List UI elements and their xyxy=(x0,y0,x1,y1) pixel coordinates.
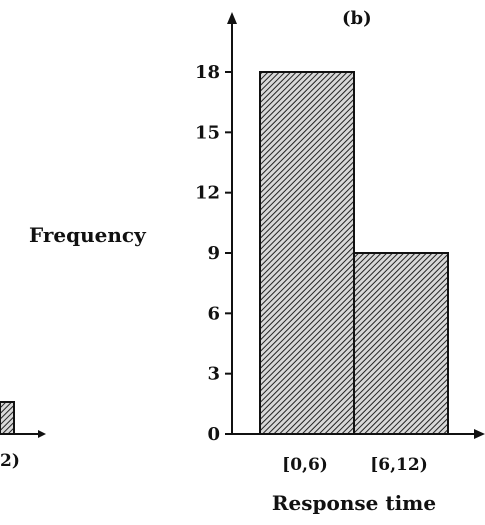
bars xyxy=(259,71,449,435)
y-tick-label: 6 xyxy=(207,303,220,324)
y-tick-label: 9 xyxy=(207,243,220,264)
x-axis-arrow xyxy=(474,429,485,439)
y-tick-label: 0 xyxy=(207,424,220,445)
x-category-label: [6,12) xyxy=(370,455,428,475)
panel-label: (b) xyxy=(342,8,372,29)
x-category-label: [0,6) xyxy=(282,455,328,475)
x-axis-title: Response time xyxy=(272,491,436,515)
bar xyxy=(353,252,449,435)
partial-category-label: 2) xyxy=(0,451,20,471)
partial-bar xyxy=(0,401,15,435)
bar xyxy=(259,71,355,435)
x-category-labels: [0,6) [6,12) xyxy=(282,455,428,475)
panel-b: (b) Frequency Response time 0 3 6 9 12 15 18 [… xyxy=(29,8,485,515)
y-axis-arrow xyxy=(227,12,237,24)
y-tick-label: 12 xyxy=(195,183,220,204)
y-axis-title: Frequency xyxy=(29,223,147,247)
partial-x-axis-arrow xyxy=(38,430,46,438)
y-axis-ticks: 0 3 6 9 12 15 18 xyxy=(195,62,232,445)
left-partial-panel: 2) xyxy=(0,401,46,471)
y-tick-label: 3 xyxy=(207,364,220,385)
y-tick-label: 18 xyxy=(195,62,220,83)
y-tick-label: 15 xyxy=(195,122,220,143)
